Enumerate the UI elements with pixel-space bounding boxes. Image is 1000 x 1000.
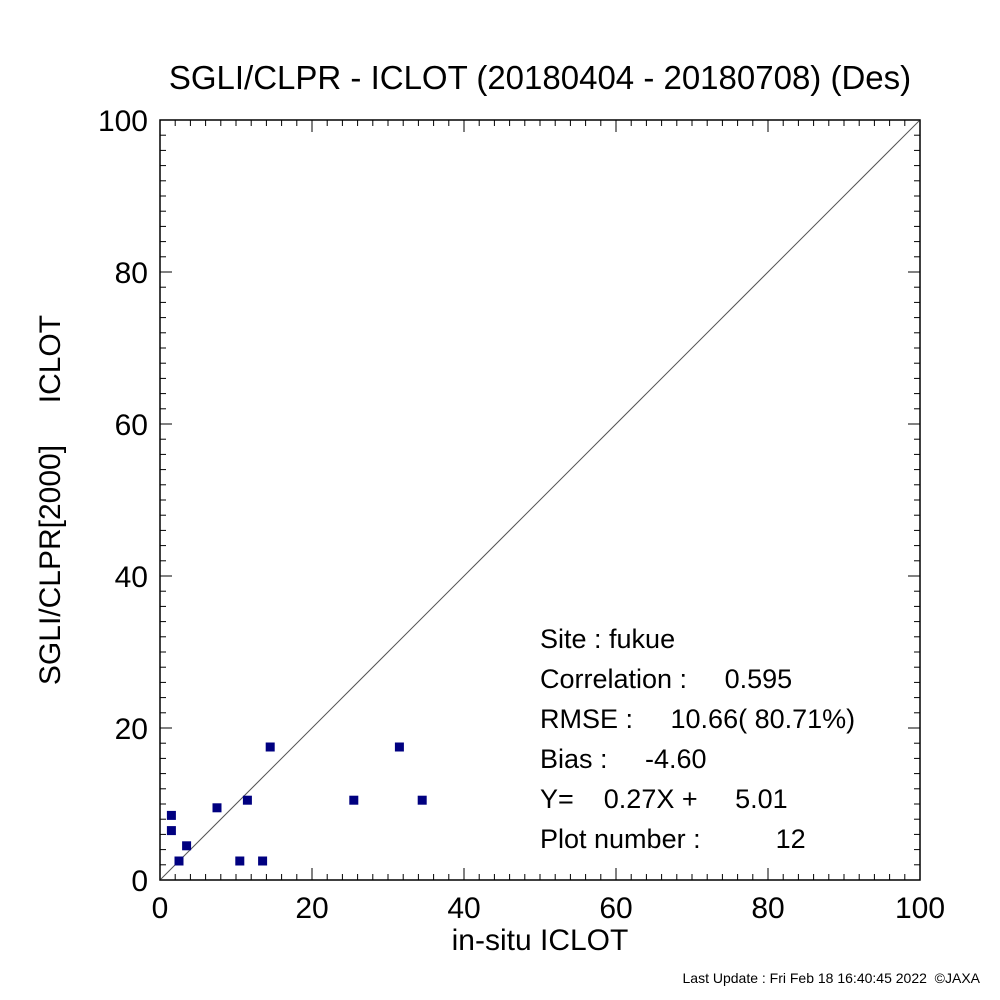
data-point bbox=[417, 795, 427, 805]
stat-bias: Bias : -4.60 bbox=[540, 744, 707, 774]
x-tick-label: 40 bbox=[447, 892, 480, 925]
data-point bbox=[265, 742, 275, 752]
one-to-one-line bbox=[159, 119, 921, 881]
data-point bbox=[394, 742, 404, 752]
footer-last-update: Last Update : Fri Feb 18 16:40:45 2022 ©… bbox=[683, 970, 981, 986]
x-tick-label: 20 bbox=[295, 892, 328, 925]
chart-title: SGLI/CLPR - ICLOT (20180404 - 20180708) … bbox=[169, 59, 911, 96]
x-tick-label: 80 bbox=[751, 892, 784, 925]
y-tick-label: 60 bbox=[115, 409, 148, 442]
data-point bbox=[182, 841, 192, 851]
y-tick-label: 100 bbox=[98, 105, 148, 138]
x-tick-label: 100 bbox=[895, 892, 945, 925]
data-point bbox=[166, 826, 176, 836]
data-point bbox=[258, 856, 268, 866]
stat-site: Site : fukue bbox=[540, 624, 675, 654]
data-point bbox=[166, 810, 176, 820]
y-tick-label: 80 bbox=[115, 257, 148, 290]
data-point bbox=[212, 803, 222, 813]
x-tick-label: 60 bbox=[599, 892, 632, 925]
stat-plot-number: Plot number : 12 bbox=[540, 824, 806, 854]
data-point bbox=[174, 856, 184, 866]
data-point bbox=[349, 795, 359, 805]
stats-box: Site : fukue Correlation : 0.595 RMSE : … bbox=[540, 624, 855, 854]
data-point bbox=[235, 856, 245, 866]
y-tick-label: 0 bbox=[131, 865, 148, 898]
x-tick-label: 0 bbox=[152, 892, 169, 925]
y-tick-label: 20 bbox=[115, 713, 148, 746]
data-point bbox=[242, 795, 252, 805]
y-tick-label: 40 bbox=[115, 561, 148, 594]
stat-correlation: Correlation : 0.595 bbox=[540, 664, 792, 694]
stat-regression: Y= 0.27X + 5.01 bbox=[540, 784, 788, 814]
stat-rmse: RMSE : 10.66( 80.71%) bbox=[540, 704, 855, 734]
x-axis-label: in-situ ICLOT bbox=[452, 924, 629, 957]
y-axis-label: SGLI/CLPR[2000] ICLOT bbox=[34, 315, 67, 685]
plot-area: 0 20 40 60 80 100 0 20 40 60 80 100 bbox=[98, 105, 945, 925]
